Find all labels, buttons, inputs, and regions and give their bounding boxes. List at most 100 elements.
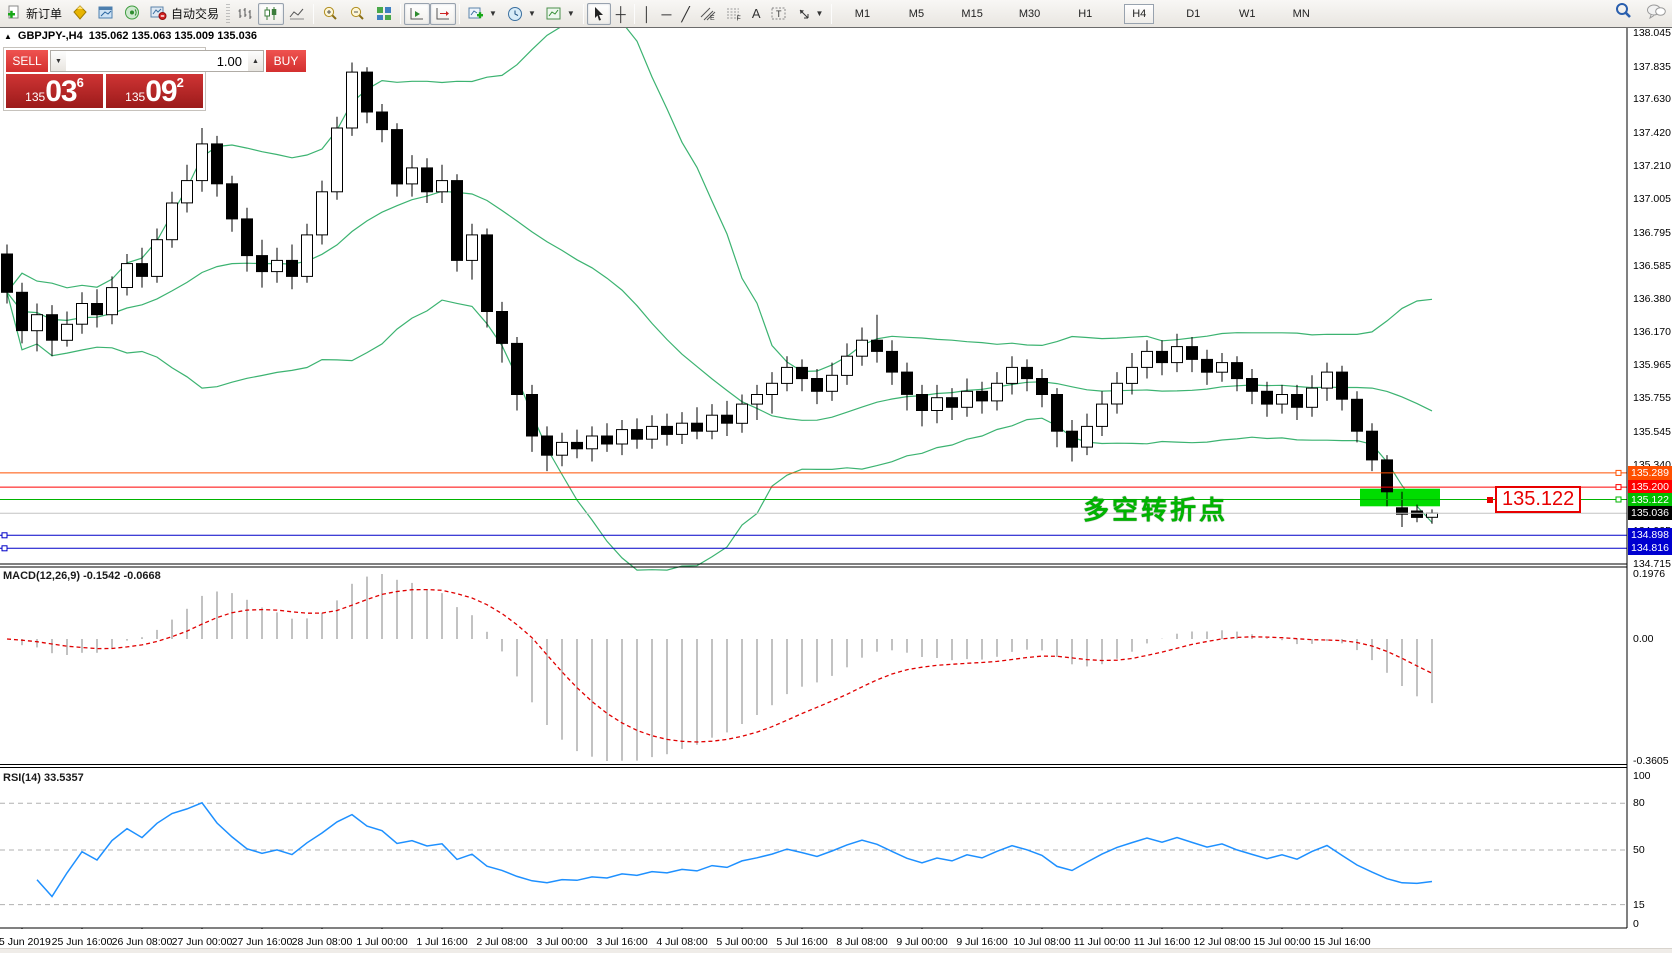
arrows-tool-button[interactable]: ▼ [792,3,829,25]
fibonacci-tool-button[interactable]: F [721,3,747,25]
price-badge-135.200: 135.200 [1628,480,1672,494]
sell-button[interactable]: SELL [6,50,48,72]
rsi-line [36,801,1433,898]
rsi-axis-label: 0 [1633,918,1639,930]
price-badge-135.036: 135.036 [1628,506,1672,520]
timeframe-h4-button[interactable]: H4 [1124,3,1155,24]
bar-chart-icon [238,8,252,19]
auto-scroll-icon [410,8,424,20]
price-tick: 135.545 [1633,426,1671,438]
timeframe-w1-button[interactable]: W1 [1238,7,1256,20]
price-tick: 135.965 [1633,358,1671,371]
text-label-icon: T [771,7,785,20]
price-badge-134.898: 134.898 [1628,528,1672,542]
autotrading-label: 自动交易 [171,7,220,21]
volume-decrease-button[interactable]: ▼ [51,51,66,71]
price-axis[interactable]: 138.045 137.835 137.630 137.420 137.210 137.0… [1628,27,1672,953]
template-icon [546,7,561,20]
search-icon[interactable] [1615,2,1632,24]
tile-windows-button[interactable] [371,3,397,25]
rsi-axis-label: 100 [1633,770,1651,782]
price-tick: 136.795 [1633,226,1671,239]
new-order-button[interactable]: 新订单 [2,3,67,25]
templates-button[interactable]: ▼ [541,3,580,25]
time-axis-label: 9 Jul 00:00 [896,936,948,948]
indicators-icon [468,7,484,19]
time-axis-label: 5 Jul 00:00 [716,936,768,948]
chat-icon[interactable] [1646,3,1666,24]
time-axis-label: 9 Jul 16:00 [956,936,1008,948]
zoom-out-button[interactable] [344,3,371,25]
bar-chart-mode-button[interactable] [232,3,258,25]
time-axis-label: 25 Jun 16:00 [51,936,113,948]
buy-button[interactable]: BUY [266,50,306,72]
text-tool-button[interactable]: A [747,3,766,25]
bollinger-band-line [6,190,1433,421]
time-axis-label: 4 Jul 08:00 [656,936,708,948]
zoom-out-icon [350,6,364,20]
periods-button[interactable]: ▼ [502,3,541,25]
buy-price-pip: 2 [176,75,184,90]
price-callout-box[interactable]: 135.122 [1495,486,1582,513]
rsi-axis-label: 15 [1633,899,1645,911]
timeframe-m15-button[interactable]: M15 [961,7,983,20]
macd-signal-line [6,588,1433,743]
label-tool-button[interactable]: T [766,3,792,25]
signals-button[interactable] [119,3,145,25]
macd-indicator-label: MACD(12,26,9) -0.1542 -0.0668 [3,570,161,582]
volume-stepper: ▼ ▲ [50,50,264,72]
timeframe-m1-button[interactable]: M1 [854,7,871,20]
candlestick-mode-button[interactable] [258,2,285,25]
autotrading-button[interactable]: 自动交易 [145,3,224,25]
indicators-button[interactable]: ▼ [463,3,502,25]
fibonacci-icon: F [726,8,741,22]
price-badge-135.122: 135.122 [1628,493,1672,507]
timeframe-d1-button[interactable]: D1 [1186,7,1201,20]
profile-button[interactable] [67,3,93,25]
toolbar: 新订单 自动交易 [0,0,1672,28]
new-order-icon [7,5,22,23]
volume-increase-button[interactable]: ▲ [248,51,263,71]
price-tick: 137.210 [1633,160,1671,173]
cursor-tool-button[interactable] [586,2,611,25]
bollinger-band-line [6,292,1433,571]
collapse-trade-panel-icon[interactable]: ▲ [4,31,12,41]
timeframe-m30-button[interactable]: M30 [1018,7,1041,20]
zoom-in-button[interactable] [317,3,344,25]
dropdown-caret-icon: ▼ [815,9,824,18]
timeframe-h1-button[interactable]: H1 [1078,7,1093,20]
buy-price-quote[interactable]: 135 09 2 [106,74,203,108]
timeframe-mn-button[interactable]: MN [1292,7,1310,20]
symbol-title: GBPJPY-,H4 [17,30,83,42]
svg-text:F: F [736,16,740,22]
highlight-rectangle[interactable] [1360,488,1440,507]
price-badge-135.289: 135.289 [1628,466,1672,480]
volume-input[interactable] [66,51,248,71]
channel-tool-button[interactable]: E [695,3,721,25]
zoom-in-icon [323,6,337,20]
chart-annotation-text[interactable]: 多空转折点 [1083,495,1229,525]
channel-icon: E [700,7,716,21]
trendline-tool-button[interactable]: ╱ [676,3,694,25]
chart-shift-button[interactable] [430,2,457,25]
timeframe-m5-button[interactable]: M5 [908,7,925,20]
horizontal-line-tool-button[interactable]: ─ [656,3,676,25]
macd-histogram [21,574,1433,761]
price-tick: 136.170 [1633,326,1671,339]
dropdown-caret-icon: ▼ [566,9,575,18]
market-watch-button[interactable] [93,3,119,25]
chart-region: ▲ GBPJPY-,H4 135.062 135.063 135.009 135… [0,27,1672,953]
sell-price-quote[interactable]: 135 03 6 [6,74,103,108]
chart-canvas[interactable] [0,28,1628,929]
line-chart-mode-button[interactable] [284,3,310,25]
tile-windows-icon [377,7,392,20]
crosshair-tool-button[interactable]: ┼ [611,3,631,25]
time-axis-label: 11 Jul 16:00 [1133,936,1191,948]
vertical-line-tool-button[interactable]: │ [638,3,657,25]
sell-price-pip: 6 [76,75,84,90]
price-tick: 138.045 [1633,27,1671,39]
auto-scroll-button[interactable] [404,2,431,25]
time-axis-label: 15 Jul 00:00 [1253,936,1311,948]
callout-anchor[interactable] [1487,497,1493,503]
